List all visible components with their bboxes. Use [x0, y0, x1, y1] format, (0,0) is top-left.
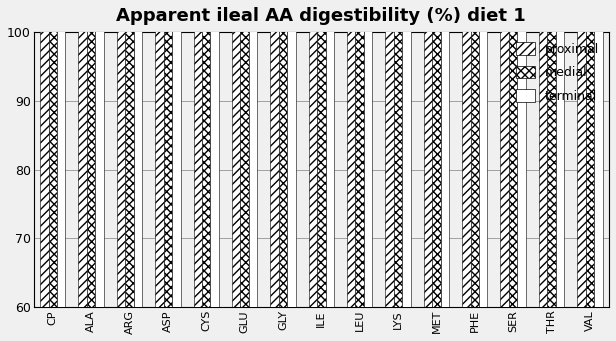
Bar	[95, 0, 104, 307]
Bar	[500, 0, 509, 307]
Bar	[164, 0, 172, 307]
Bar	[240, 0, 249, 307]
Bar	[394, 0, 402, 307]
Bar	[232, 0, 240, 307]
Bar	[279, 0, 287, 307]
Bar	[49, 0, 57, 307]
Bar	[287, 0, 296, 307]
Bar	[594, 0, 602, 307]
Bar	[87, 0, 95, 307]
Bar	[125, 0, 134, 307]
Bar	[440, 0, 449, 307]
Bar	[249, 0, 257, 307]
Bar	[270, 0, 279, 307]
Bar	[479, 0, 487, 307]
Bar	[386, 0, 394, 307]
Bar	[364, 0, 372, 307]
Bar	[172, 0, 180, 307]
Bar	[471, 0, 479, 307]
Bar	[462, 0, 471, 307]
Bar	[517, 0, 526, 307]
Bar	[355, 0, 364, 307]
Bar	[155, 0, 164, 307]
Bar	[402, 0, 411, 307]
Bar	[547, 0, 556, 307]
Legend: proximal, medial, terminal: proximal, medial, terminal	[513, 38, 603, 107]
Bar	[78, 0, 87, 307]
Bar	[193, 0, 202, 307]
Bar	[325, 0, 334, 307]
Bar	[117, 0, 125, 307]
Bar	[539, 0, 547, 307]
Bar	[347, 0, 355, 307]
Bar	[134, 0, 142, 307]
Bar	[202, 0, 211, 307]
Title: Apparent ileal AA digestibility (%) diet 1: Apparent ileal AA digestibility (%) diet…	[116, 7, 526, 25]
Bar	[509, 0, 517, 307]
Bar	[577, 0, 586, 307]
Bar	[40, 0, 49, 307]
Bar	[586, 0, 594, 307]
Bar	[309, 0, 317, 307]
Bar	[317, 0, 325, 307]
Bar	[57, 0, 65, 307]
Bar	[432, 0, 440, 307]
Bar	[556, 0, 564, 307]
Bar	[424, 0, 432, 307]
Bar	[211, 0, 219, 307]
